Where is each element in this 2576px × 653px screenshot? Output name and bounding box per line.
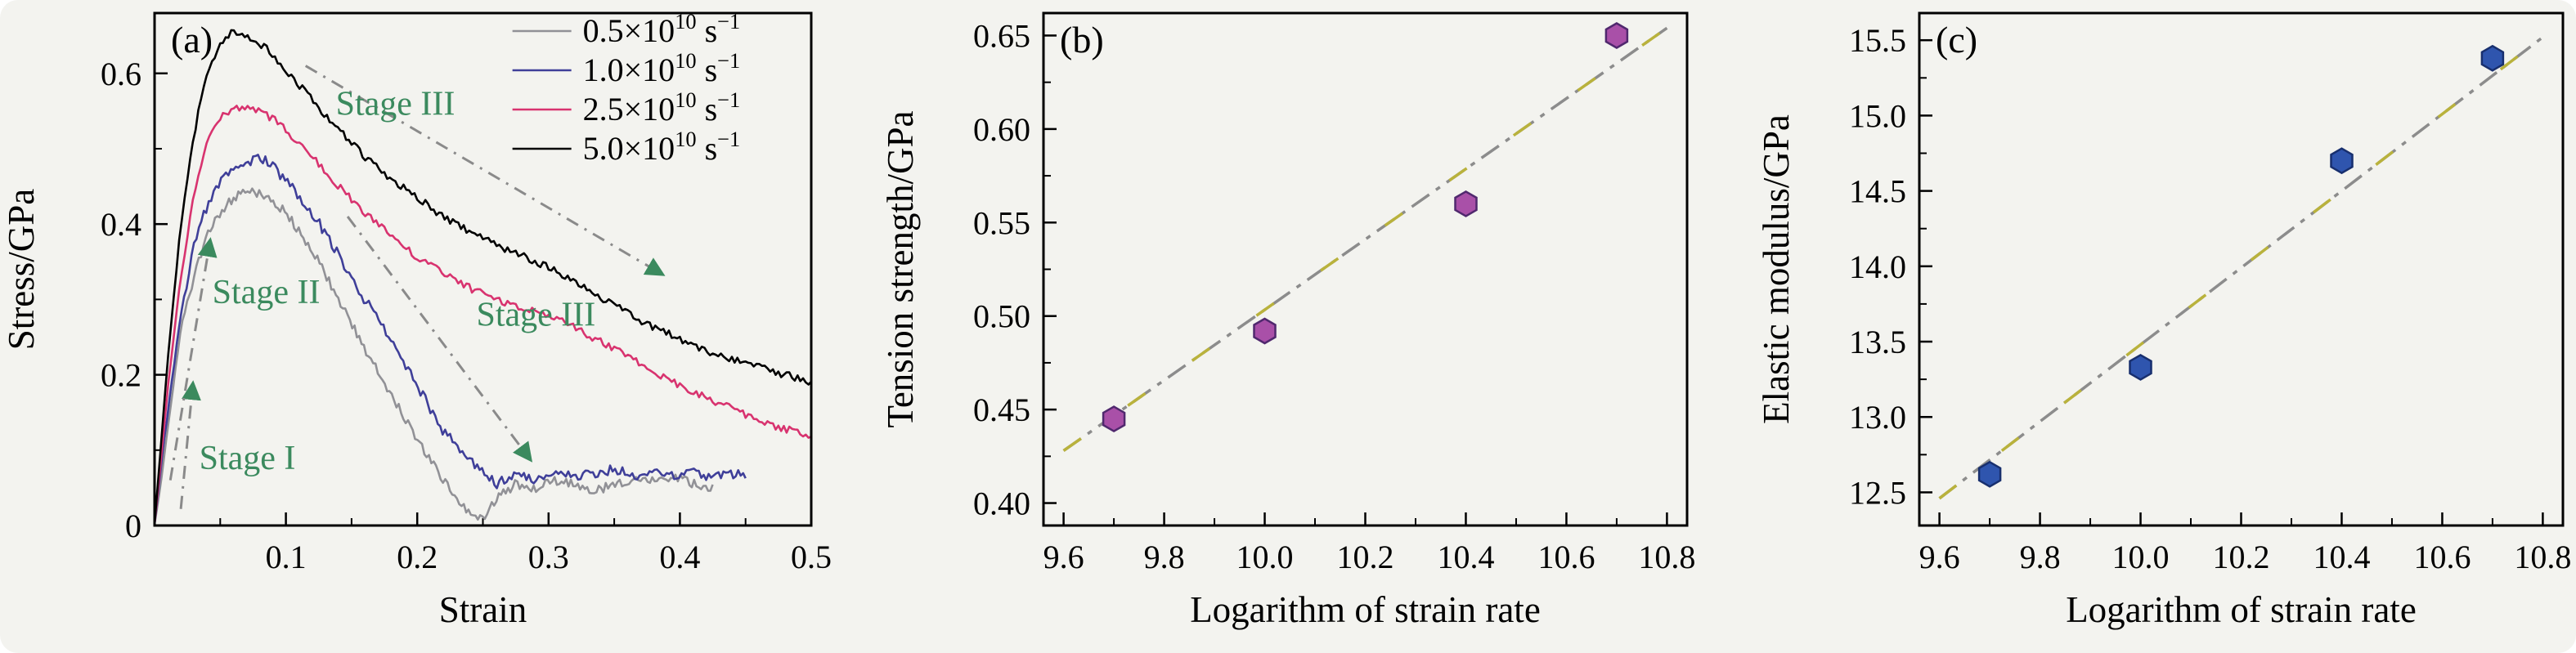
x-tick-label: 0.1 — [266, 539, 307, 575]
x-axis-title: Logarithm of strain rate — [1190, 589, 1541, 630]
x-tick-label: 10.4 — [2313, 539, 2370, 575]
y-tick-label: 13.0 — [1849, 399, 1906, 436]
x-tick-label: 10.2 — [1337, 539, 1394, 575]
x-tick-label: 9.8 — [1144, 539, 1185, 575]
x-tick-label: 10.6 — [2413, 539, 2471, 575]
y-tick-label: 12.5 — [1849, 474, 1906, 511]
legend-label: 5.0×1010 s−1 — [583, 127, 741, 167]
data-point — [2129, 353, 2152, 381]
x-tick-label: 0.2 — [397, 539, 438, 575]
y-tick-label: 0.55 — [973, 204, 1030, 241]
legend: 0.5×1010 s−11.0×1010 s−12.5×1010 s−15.0×… — [512, 9, 741, 167]
x-tick-label: 0.5 — [791, 539, 832, 575]
y-tick-label: 0.2 — [101, 357, 141, 394]
legend-label: 1.0×1010 s−1 — [583, 48, 741, 88]
series-line — [155, 154, 747, 525]
data-point — [1454, 190, 1478, 217]
x-tick-label: 0.4 — [659, 539, 700, 575]
x-axis-title: Logarithm of strain rate — [2066, 589, 2417, 630]
data-point — [1977, 460, 2002, 488]
fit-line — [1062, 26, 1668, 452]
trend-arrow — [304, 65, 666, 276]
plot-frame — [1042, 11, 1689, 527]
y-axis-title: Elastic modulus/GPa — [1756, 114, 1797, 424]
data-point — [1604, 22, 1629, 49]
x-tick-label: 10.0 — [1236, 539, 1294, 575]
trend-arrow — [346, 216, 533, 463]
stage-annotation: Stage I — [200, 440, 296, 477]
x-tick-label: 10.0 — [2112, 539, 2170, 575]
panel-label: (a) — [171, 19, 213, 60]
x-tick-label: 10.8 — [1638, 539, 1695, 575]
data-point — [1102, 405, 1126, 433]
y-tick-label: 15.5 — [1849, 22, 1906, 59]
legend-label: 0.5×1010 s−1 — [583, 9, 741, 49]
x-tick-label: 9.6 — [1043, 539, 1084, 575]
y-tick-label: 0.6 — [101, 56, 141, 92]
y-tick-label: 0.50 — [973, 298, 1030, 335]
plot-frame — [1918, 11, 2565, 527]
fit-line-accent — [1938, 36, 2544, 500]
data-point — [2480, 44, 2505, 72]
data-point — [2330, 147, 2354, 175]
x-tick-label: 10.8 — [2514, 539, 2571, 575]
stage-annotation: Stage III — [336, 85, 456, 123]
y-tick-label: 0 — [125, 508, 141, 544]
x-axis-title: Strain — [439, 589, 527, 630]
stage-annotation: Stage II — [213, 274, 321, 311]
chart-panel-a: 0.1 0.2 0.3 0.4 0.5 0 0.2 0.4 0.6 Strain Stress/GP… — [1, 9, 832, 630]
y-tick-label: 13.5 — [1849, 324, 1906, 360]
y-tick-label: 0.45 — [973, 391, 1030, 428]
y-tick-label: 0.40 — [973, 485, 1030, 522]
y-tick-label: 0.4 — [101, 206, 141, 243]
x-tick-label: 9.6 — [1919, 539, 1960, 575]
chart-panel-b: 9.6 9.8 10.0 10.2 10.4 10.6 10.8 0.40 0.45 0.50 0.… — [880, 11, 1695, 630]
series-line — [155, 105, 811, 525]
series-line — [155, 187, 714, 525]
stage-annotation: Stage III — [476, 297, 595, 334]
series-group — [155, 29, 811, 525]
trend-arrow — [179, 380, 201, 509]
x-tick-label: 10.2 — [2213, 539, 2270, 575]
chart-panel-c: 9.6 9.8 10.0 10.2 10.4 10.6 10.8 12.5 13.0 13.5 14… — [1756, 11, 2571, 630]
x-tick-label: 9.8 — [2020, 539, 2061, 575]
trend-arrow — [168, 237, 218, 481]
panel-label: (b) — [1060, 19, 1104, 60]
x-tick-label: 10.6 — [1537, 539, 1595, 575]
y-axis-title: Stress/GPa — [1, 189, 42, 351]
legend-label: 2.5×1010 s−1 — [583, 87, 741, 127]
series-line — [155, 29, 811, 525]
plot-frame — [153, 11, 813, 527]
data-point — [1253, 317, 1277, 345]
x-tick-label: 10.4 — [1437, 539, 1494, 575]
y-tick-label: 14.5 — [1849, 173, 1906, 210]
y-tick-label: 0.60 — [973, 111, 1030, 148]
y-tick-label: 0.65 — [973, 17, 1030, 54]
y-axis-title: Tension strength/GPa — [880, 110, 921, 427]
y-tick-label: 14.0 — [1849, 248, 1906, 285]
panel-label: (c) — [1936, 19, 1977, 60]
y-tick-label: 15.0 — [1849, 97, 1906, 134]
x-tick-label: 0.3 — [528, 539, 569, 575]
